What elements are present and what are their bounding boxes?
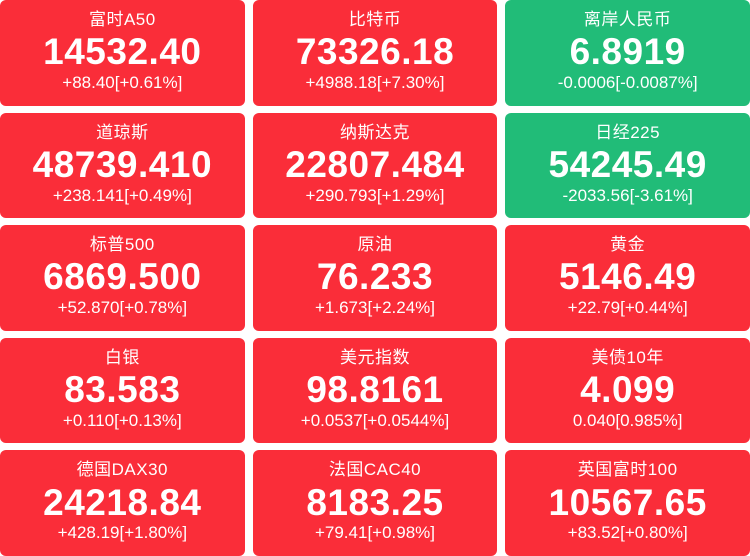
market-tile[interactable]: 富时A50 14532.40 +88.40[+0.61%] bbox=[0, 0, 245, 106]
instrument-value: 24218.84 bbox=[43, 481, 202, 523]
instrument-value: 8183.25 bbox=[306, 481, 444, 523]
market-tile[interactable]: 日经225 54245.49 -2033.56[-3.61%] bbox=[505, 112, 750, 219]
instrument-value: 73326.18 bbox=[295, 31, 455, 73]
instrument-value: 98.8161 bbox=[306, 369, 444, 411]
market-tile[interactable]: 英国富时100 10567.65 +83.52[+0.80%] bbox=[505, 450, 750, 556]
instrument-change: -2033.56[-3.61%] bbox=[562, 185, 693, 205]
instrument-change: +0.0537[+0.0544%] bbox=[300, 410, 450, 430]
market-tile[interactable]: 白银 83.583 +0.110[+0.13%] bbox=[0, 337, 245, 444]
instrument-change: +238.141[+0.49%] bbox=[52, 185, 192, 205]
market-tile[interactable]: 比特币 73326.18 +4988.18[+7.30%] bbox=[252, 0, 498, 106]
instrument-change: 0.040[0.985%] bbox=[572, 410, 683, 430]
instrument-change: +83.52[+0.80%] bbox=[567, 523, 688, 543]
instrument-name: 美元指数 bbox=[339, 347, 410, 367]
instrument-value: 22807.484 bbox=[285, 143, 465, 185]
instrument-name: 道琼斯 bbox=[96, 122, 149, 142]
instrument-change: +0.110[+0.13%] bbox=[62, 410, 182, 430]
market-tile[interactable]: 原油 76.233 +1.673[+2.24%] bbox=[252, 225, 498, 331]
instrument-name: 纳斯达克 bbox=[339, 122, 410, 142]
instrument-name: 富时A50 bbox=[88, 10, 156, 29]
instrument-change: +4988.18[+7.30%] bbox=[305, 72, 445, 92]
market-tile[interactable]: 美债10年 4.099 0.040[0.985%] bbox=[505, 337, 750, 444]
market-tile[interactable]: 黄金 5146.49 +22.79[+0.44%] bbox=[505, 225, 750, 331]
instrument-name: 美债10年 bbox=[591, 347, 664, 367]
market-tile[interactable]: 离岸人民币 6.8919 -0.0006[-0.0087%] bbox=[505, 0, 750, 106]
instrument-change: +290.793[+1.29%] bbox=[305, 185, 445, 205]
instrument-change: +22.79[+0.44%] bbox=[567, 298, 688, 318]
instrument-value: 4.099 bbox=[580, 369, 676, 411]
instrument-name: 英国富时100 bbox=[577, 460, 678, 480]
market-tile[interactable]: 纳斯达克 22807.484 +290.793[+1.29%] bbox=[252, 112, 498, 219]
instrument-name: 黄金 bbox=[610, 235, 646, 255]
instrument-change: +428.19[+1.80%] bbox=[57, 523, 188, 543]
instrument-value: 5146.49 bbox=[559, 256, 697, 298]
instrument-value: 10567.65 bbox=[548, 481, 707, 523]
instrument-change: +88.40[+0.61%] bbox=[62, 72, 183, 92]
market-tile[interactable]: 道琼斯 48739.410 +238.141[+0.49%] bbox=[0, 112, 245, 219]
instrument-change: -0.0006[-0.0087%] bbox=[557, 72, 698, 92]
instrument-value: 76.233 bbox=[316, 256, 434, 298]
instrument-name: 白银 bbox=[104, 347, 140, 367]
instrument-name: 标普500 bbox=[89, 235, 155, 255]
market-tile[interactable]: 法国CAC40 8183.25 +79.41[+0.98%] bbox=[252, 450, 498, 556]
instrument-value: 54245.49 bbox=[548, 143, 707, 185]
instrument-name: 法国CAC40 bbox=[328, 460, 422, 480]
instrument-name: 离岸人民币 bbox=[583, 10, 672, 29]
instrument-change: +52.870[+0.78%] bbox=[57, 298, 188, 318]
instrument-name: 比特币 bbox=[348, 10, 402, 29]
instrument-name: 德国DAX30 bbox=[76, 460, 169, 480]
market-tile[interactable]: 标普500 6869.500 +52.870[+0.78%] bbox=[0, 225, 245, 331]
instrument-value: 14532.40 bbox=[43, 31, 202, 73]
instrument-change: +79.41[+0.98%] bbox=[314, 523, 436, 543]
instrument-change: +1.673[+2.24%] bbox=[314, 298, 436, 318]
instrument-value: 6869.500 bbox=[43, 256, 202, 298]
instrument-value: 83.583 bbox=[64, 369, 181, 411]
market-tile[interactable]: 德国DAX30 24218.84 +428.19[+1.80%] bbox=[0, 450, 245, 556]
market-tile[interactable]: 美元指数 98.8161 +0.0537[+0.0544%] bbox=[252, 337, 498, 444]
instrument-value: 6.8919 bbox=[569, 31, 686, 73]
instrument-name: 日经225 bbox=[595, 122, 661, 142]
instrument-value: 48739.410 bbox=[32, 143, 213, 185]
instrument-name: 原油 bbox=[357, 235, 393, 255]
